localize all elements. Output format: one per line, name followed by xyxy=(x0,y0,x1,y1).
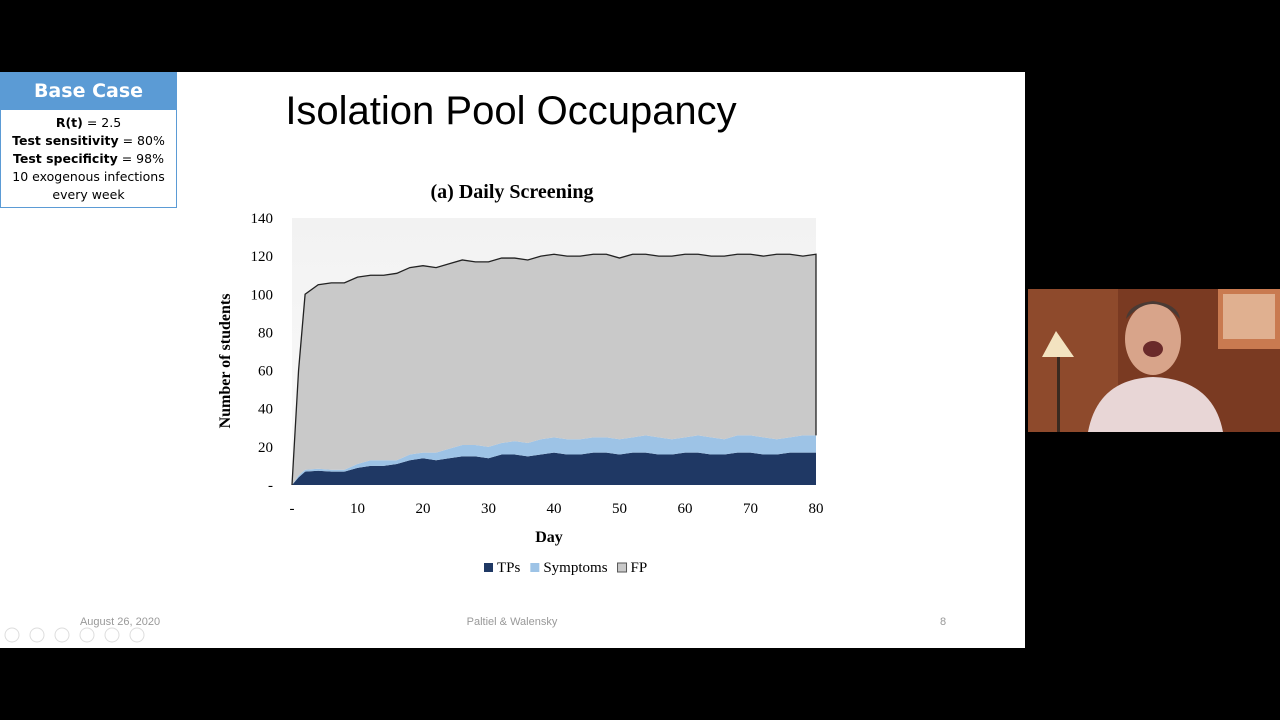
legend-swatch xyxy=(530,563,540,572)
x-tick-label: 70 xyxy=(743,501,758,517)
y-tick-label: 20 xyxy=(258,440,273,456)
legend-swatch xyxy=(617,562,628,573)
legend-label: Symptoms xyxy=(543,560,607,576)
x-tick-label: 80 xyxy=(809,501,824,517)
param-value: = 80% xyxy=(118,133,165,148)
param-value: = 2.5 xyxy=(82,115,122,130)
slide-title: Isolation Pool Occupancy xyxy=(285,89,736,133)
base-case-title: Base Case xyxy=(1,73,176,110)
x-tick-label: 10 xyxy=(350,501,365,517)
x-tick-label: 40 xyxy=(547,501,562,517)
x-tick-label: 30 xyxy=(481,501,496,517)
param: R(t) = 2.5 xyxy=(1,114,176,132)
footer-page: 8 xyxy=(940,616,946,628)
footer-date: August 26, 2020 xyxy=(80,616,160,628)
area xyxy=(292,452,816,485)
legend-label: TPs xyxy=(497,560,521,576)
chart-title: (a) Daily Screening xyxy=(431,181,594,203)
x-axis-label: Day xyxy=(535,529,563,546)
legend-label: FP xyxy=(631,560,648,576)
slide-nav[interactable] xyxy=(4,627,145,643)
param: 10 exogenous infections every week xyxy=(1,168,176,204)
x-tick-label: 20 xyxy=(416,501,431,517)
y-tick-label: 120 xyxy=(251,249,274,265)
area-outline xyxy=(291,253,817,486)
param-name: R(t) xyxy=(55,115,83,130)
area xyxy=(292,435,816,485)
param-value: = 98% xyxy=(117,151,164,166)
param: Test specificity = 98% xyxy=(1,150,176,168)
area xyxy=(292,254,816,485)
y-tick-label: 100 xyxy=(251,287,274,303)
y-tick-label: 40 xyxy=(258,402,273,418)
chart: Isolation Pool Occupancy (a) Daily Scree… xyxy=(4,89,946,643)
base-case-box: Base Case R(t) = 2.5 Test sensitivity = … xyxy=(0,72,177,208)
param-value: 10 exogenous infections every week xyxy=(12,169,165,202)
y-axis-label: Number of students xyxy=(217,294,234,429)
legend-swatch xyxy=(484,563,493,572)
y-tick-label: 140 xyxy=(251,211,274,227)
x-tick-label: 60 xyxy=(678,501,693,517)
x-tick-label: - xyxy=(290,501,295,517)
footer-authors: Paltiel & Walensky xyxy=(467,616,558,628)
y-tick-label: 60 xyxy=(258,364,273,380)
webcam-video xyxy=(1028,289,1280,432)
x-tick-label: 50 xyxy=(612,501,627,517)
y-tick-label: - xyxy=(268,478,273,494)
param-name: Test specificity xyxy=(13,151,118,166)
param: Test sensitivity = 80% xyxy=(1,132,176,150)
y-tick-label: 80 xyxy=(258,325,273,341)
param-name: Test sensitivity xyxy=(12,133,119,148)
